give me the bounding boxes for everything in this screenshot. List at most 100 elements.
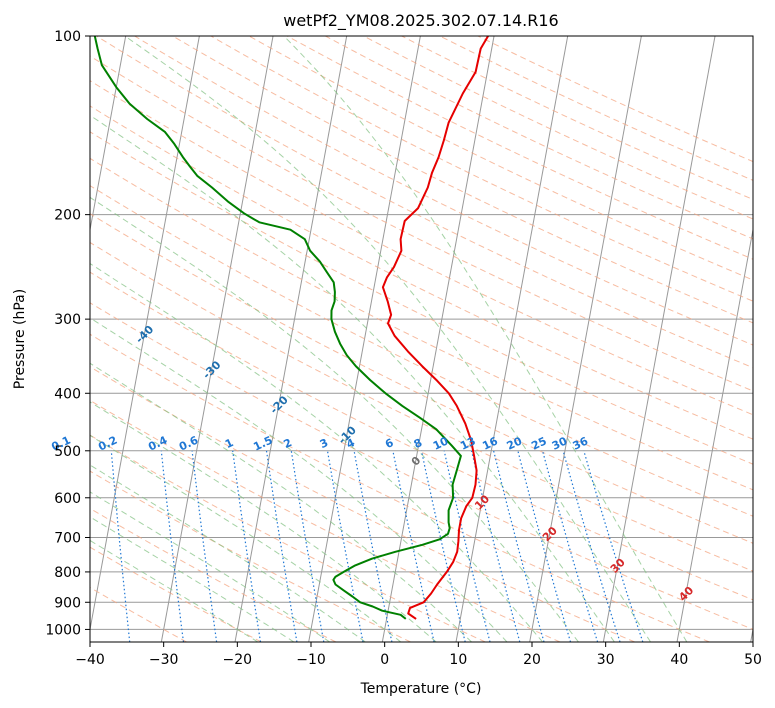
mixing-ratio-label: 20 [505, 434, 525, 452]
isotherm-label: 30 [608, 556, 628, 576]
mixing-ratio-label: 8 [412, 436, 424, 451]
x-axis-title: Temperature (°C) [360, 681, 482, 697]
y-tick-label: 1000 [45, 622, 81, 638]
x-tick-label: −10 [296, 652, 326, 668]
x-tick-label: 0 [380, 652, 389, 668]
isotherm-line [90, 36, 127, 233]
isotherm-label: -20 [268, 393, 291, 416]
axes: −40 −30 −20 −10 0 10 20 30 40 50 100 200 300 400 500 60… [45, 29, 762, 668]
x-tick-label: −40 [75, 652, 105, 668]
isotherm-line [455, 36, 569, 642]
x-tick-label: 50 [744, 652, 762, 668]
mixing-ratio-line [353, 450, 393, 642]
plot-area [90, 36, 753, 642]
isotherm-label: -40 [133, 323, 156, 346]
dry-adiabat-line [439, 36, 753, 181]
dry-adiabat-line [401, 36, 753, 200]
dry-adiabat-line [90, 366, 635, 642]
mixing-ratio-line [392, 450, 435, 642]
moist-adiabat-line [124, 36, 651, 642]
dry-adiabat-line [134, 36, 753, 346]
dry-adiabat-line [96, 36, 753, 369]
isotherm-line [381, 36, 495, 642]
mixing-ratio-label: 16 [480, 434, 500, 452]
mixing-ratio-line [443, 450, 491, 642]
dry-adiabat-line [90, 546, 262, 642]
mixing-ratio-label: 30 [550, 434, 570, 452]
y-tick-label: 800 [54, 565, 81, 581]
y-tick-label: 400 [54, 386, 81, 402]
isotherm-label: -10 [336, 423, 359, 446]
mixing-ratio-label: 2 [282, 436, 294, 451]
x-tick-label: 20 [523, 652, 541, 668]
dry-adiabat-line [172, 36, 753, 324]
dry-adiabat-line [286, 36, 753, 260]
x-tick-label: −20 [223, 652, 253, 668]
isotherm-line [750, 626, 753, 642]
moist-adiabat-line [90, 401, 437, 642]
moist-adiabat-line [283, 36, 688, 642]
moist-adiabat-line [90, 464, 366, 642]
y-tick-label: 600 [54, 491, 81, 507]
mixing-ratio-label: 6 [383, 436, 396, 451]
moist-adiabat-line [90, 434, 402, 642]
mixing-ratio-label: 36 [571, 434, 591, 452]
dry-adiabat-line [477, 36, 753, 163]
dry-adiabat-line [90, 131, 753, 465]
isotherm-label: 40 [676, 584, 696, 604]
dewpoint-profile-line [93, 36, 462, 620]
x-tick-label: 40 [670, 652, 688, 668]
mixing-ratio-line [160, 450, 185, 642]
mixing-ratio-line [265, 450, 298, 642]
y-tick-label: 100 [54, 29, 81, 45]
y-tick-label: 900 [54, 595, 81, 611]
moist-adiabat-line [90, 516, 295, 642]
moist-adiabat-line [90, 491, 331, 642]
isotherm-line [529, 36, 642, 642]
isotherm-line [602, 36, 716, 642]
dry-adiabat-line [90, 399, 561, 642]
dry-adiabat-line [363, 36, 753, 220]
mixing-ratio-label: 25 [529, 435, 548, 453]
dry-adiabat-line [90, 434, 486, 642]
dry-adiabat-line [90, 213, 753, 544]
isotherm-line [676, 226, 753, 642]
x-tick-label: 30 [597, 652, 615, 668]
y-tick-label: 500 [54, 444, 81, 460]
mixing-ratio-line [191, 450, 218, 642]
x-tick-label: −30 [149, 652, 179, 668]
dry-adiabat-line [90, 105, 753, 440]
mixing-ratio-line [583, 450, 644, 642]
dry-adiabat-line [325, 36, 753, 240]
y-tick-label: 700 [54, 531, 81, 547]
mixing-ratio-label: 10 [431, 434, 451, 452]
mixing-ratio-line [290, 450, 325, 642]
moist-adiabat-line [90, 262, 544, 642]
dry-adiabat-line [90, 302, 753, 630]
dry-adiabat-line [90, 80, 753, 416]
mixing-ratio-line [110, 450, 131, 642]
moist-adiabat-line [90, 196, 579, 642]
mixing-ratio-line [493, 450, 545, 642]
mixing-ratio-line [562, 450, 621, 642]
dry-adiabat-line [90, 271, 753, 601]
moist-adiabat-line [90, 317, 508, 642]
isotherm-line [90, 36, 200, 633]
mixing-ratio-line [326, 450, 364, 642]
mixing-ratio-line [232, 450, 262, 642]
x-tick-label: 10 [449, 652, 467, 668]
isotherm-line [160, 36, 274, 642]
mixing-ratio-label: 13 [458, 434, 477, 452]
dry-adiabat-line [90, 507, 337, 642]
isotherm-line [234, 36, 348, 642]
moist-adiabat-line [90, 539, 259, 642]
mixing-ratio-line [517, 450, 572, 642]
dry-adiabat-line [210, 36, 753, 302]
dry-adiabat-line [90, 333, 710, 642]
mixing-ratio-line [420, 450, 466, 642]
chart-title: wetPf2_YM08.2025.302.07.14.R16 [283, 11, 558, 31]
dry-adiabat-line [90, 241, 753, 572]
dry-adiabat-line [248, 36, 753, 281]
mixing-ratio-line [542, 450, 599, 642]
